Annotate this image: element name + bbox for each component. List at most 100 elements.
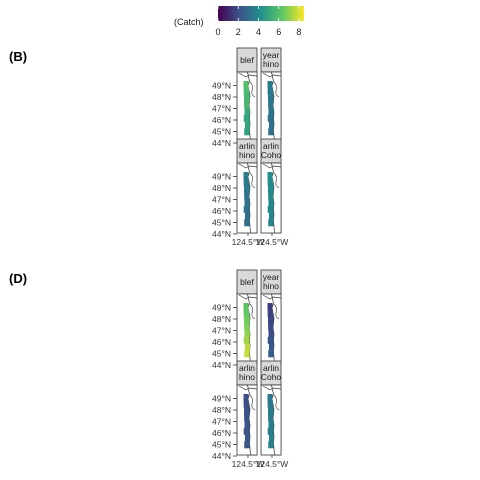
catch-cell: [268, 316, 274, 324]
facet-strip-label: year: [263, 50, 280, 60]
catch-cell: [244, 343, 250, 351]
y-tick-label: 46°N: [212, 428, 231, 438]
facet-strip-label: hino: [239, 150, 255, 160]
catch-cell: [267, 87, 274, 95]
y-tick-label: 49°N: [212, 172, 231, 182]
legend-title: (Catch): [174, 17, 204, 27]
island-outline: [238, 294, 258, 300]
catch-cell: [268, 407, 274, 415]
catch-cell: [268, 101, 274, 109]
coastline: [247, 384, 258, 456]
catch-cell: [268, 343, 274, 351]
catch-cell: [268, 108, 274, 116]
x-tick-label: 124.5°W: [256, 237, 289, 247]
inland-water: [273, 303, 280, 320]
y-tick-label: 44°N: [212, 360, 231, 370]
y-tick-label: 47°N: [212, 104, 231, 114]
y-tick-label: 48°N: [212, 183, 231, 193]
catch-cell: [268, 128, 274, 136]
y-tick-label: 49°N: [212, 81, 231, 91]
facet-strip-label: arlin: [239, 141, 255, 151]
facet: blef: [236, 47, 258, 143]
facet-strip-label: Coho: [261, 150, 282, 160]
facet-strip-label: hino: [239, 372, 255, 382]
catch-cell: [268, 330, 274, 338]
panels: (B)49°N48°N47°N46°N45°N44°N49°N48°N47°N4…: [9, 47, 289, 469]
catch-cell: [244, 121, 250, 129]
panel-label: (B): [9, 49, 27, 64]
catch-cell: [244, 212, 250, 220]
catch-cell: [243, 303, 249, 311]
catch-cell: [244, 350, 250, 358]
legend-tick-label: 6: [276, 27, 281, 37]
panel: (B)49°N48°N47°N46°N45°N44°N49°N48°N47°N4…: [9, 47, 289, 247]
catch-cell: [244, 219, 250, 227]
legend-ticks: 0 2 4 6 8: [215, 6, 301, 37]
inland-water: [249, 394, 256, 411]
y-tick-label: 49°N: [212, 394, 231, 404]
island-outline: [238, 163, 258, 169]
inland-water: [249, 303, 256, 320]
catch-cell: [243, 309, 250, 317]
colorbar: [218, 6, 304, 21]
y-tick-label: 46°N: [212, 115, 231, 125]
catch-cell: [267, 400, 274, 408]
panel-label: (D): [9, 271, 27, 286]
island-outline: [262, 294, 282, 300]
catch-cell: [268, 94, 274, 102]
x-tick-label: 124.5°W: [232, 237, 265, 247]
legend-tick-label: 2: [236, 27, 241, 37]
catch-cell: [243, 394, 249, 402]
legend-tick-label: 4: [256, 27, 261, 37]
island-outline: [262, 385, 282, 391]
y-tick-label: 45°N: [212, 440, 231, 450]
catch-cell: [267, 427, 274, 435]
facet-strip-label: blef: [240, 277, 254, 287]
panel: (D)49°N48°N47°N46°N45°N44°N49°N48°N47°N4…: [9, 269, 289, 469]
facet-strip-label: hino: [263, 281, 279, 291]
colorbar-legend: (Catch) 0 2 4 6 8: [174, 6, 304, 37]
facet-strip-label: Coho: [261, 372, 282, 382]
facet-strip-label: blef: [240, 55, 254, 65]
y-tick-label: 47°N: [212, 326, 231, 336]
y-tick-label: 48°N: [212, 314, 231, 324]
y-tick-label: 44°N: [212, 451, 231, 461]
island-outline: [238, 72, 258, 78]
y-tick-label: 47°N: [212, 417, 231, 427]
x-tick-label: 124.5°W: [232, 459, 265, 469]
catch-cell: [267, 172, 273, 180]
legend-tick-label: 0: [215, 27, 220, 37]
catch-cell: [267, 114, 274, 122]
catch-cell: [243, 400, 250, 408]
catch-cell: [243, 81, 249, 89]
catch-cell: [244, 330, 250, 338]
catch-cell: [244, 323, 250, 331]
catch-cell: [243, 427, 250, 435]
catch-cell: [243, 205, 250, 213]
catch-cell: [244, 101, 250, 109]
catch-cell: [268, 212, 274, 220]
inland-water: [249, 81, 256, 98]
coastline: [271, 384, 282, 456]
island-outline: [238, 385, 258, 391]
y-tick-label: 44°N: [212, 229, 231, 239]
catch-cell: [268, 434, 274, 442]
coastline: [271, 162, 282, 234]
facet-strip-label: hino: [263, 59, 279, 69]
catch-cell: [267, 81, 273, 89]
catch-cell: [268, 185, 274, 193]
facet-strip-label: arlin: [263, 141, 279, 151]
catch-cell: [244, 421, 250, 429]
catch-cell: [267, 336, 274, 344]
y-tick-label: 45°N: [212, 127, 231, 137]
facet: blef: [236, 269, 258, 365]
catch-cell: [268, 323, 274, 331]
x-tick-label: 124.5°W: [256, 459, 289, 469]
catch-cell: [244, 441, 250, 449]
catch-cell: [243, 172, 249, 180]
